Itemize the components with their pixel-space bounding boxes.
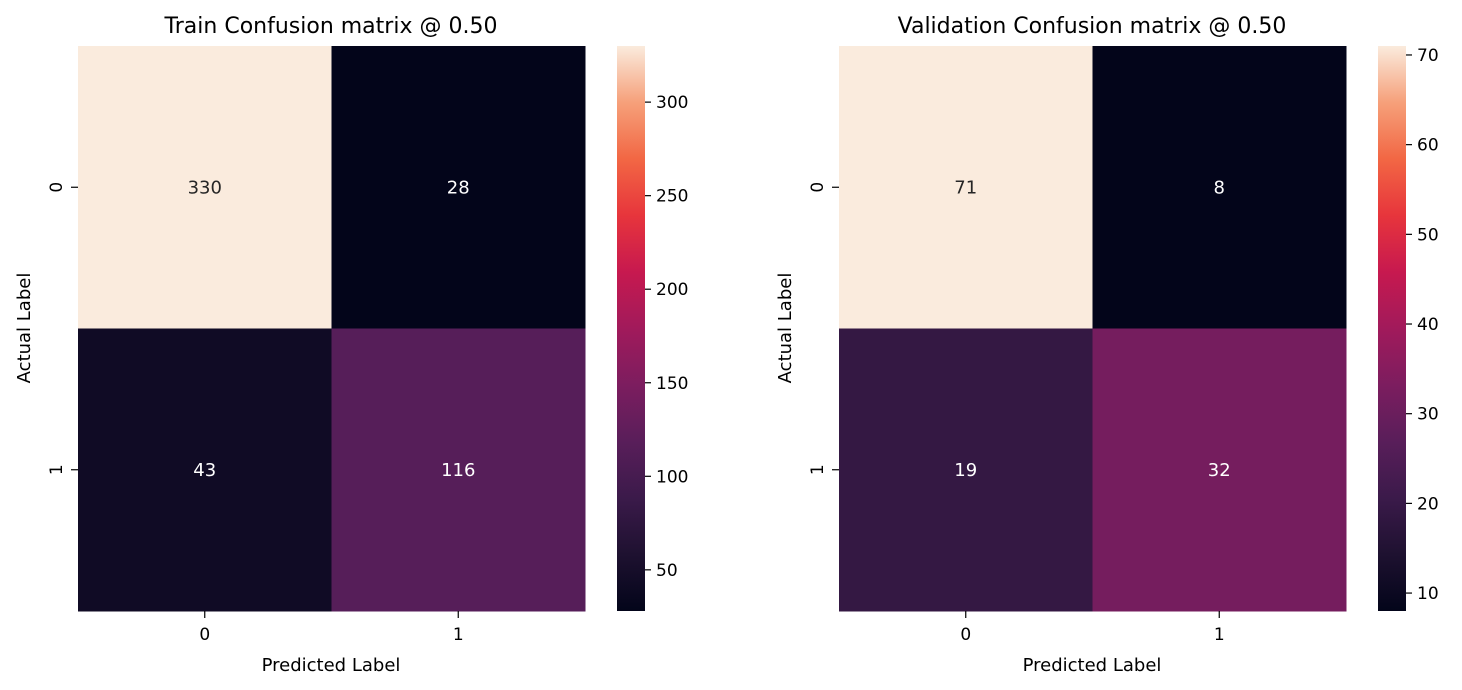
x-tick-label: 0 [960,625,971,645]
cell-0-1 [331,46,586,329]
validation-confusion-panel: Validation Confusion matrix @ 0.50 71 8 19… [775,14,1439,676]
cell-1-0 [78,328,332,612]
cell-1-0 [839,328,1093,612]
colorbar-tick-label: 70 [1417,46,1439,66]
y-tick-label: 1 [808,464,828,475]
colorbar [617,46,645,611]
cell-1-1 [331,328,586,612]
chart-title: Train Confusion matrix @ 0.50 [164,14,498,39]
cell-value-1-1: 32 [1208,460,1231,481]
colorbar-ticks: 50 100 150 200 250 300 [645,93,688,581]
colorbar-tick-label: 40 [1417,315,1439,335]
colorbar [1378,46,1406,611]
chart-title: Validation Confusion matrix @ 0.50 [898,14,1287,39]
x-axis-label: Predicted Label [1023,655,1162,676]
cell-value-1-1: 116 [441,460,475,481]
colorbar-tick-label: 30 [1417,405,1439,425]
colorbar-ticks: 10 20 30 40 50 60 70 [1406,46,1439,604]
cell-1-1 [1092,328,1347,612]
x-tick-label: 0 [199,625,210,645]
colorbar-tick-label: 100 [656,467,688,487]
colorbar-tick-label: 200 [656,280,688,300]
cell-value-0-1: 28 [447,177,470,198]
heatmap-cells: 71 8 19 32 [839,46,1347,612]
x-tick-label: 1 [453,625,464,645]
y-tick-label: 1 [47,464,67,475]
y-ticks: 01 [47,182,78,475]
cell-value-0-1: 8 [1214,177,1225,198]
cell-0-0 [839,46,1093,329]
colorbar-tick-label: 50 [1417,225,1439,245]
x-tick-label: 1 [1214,625,1225,645]
cell-0-1 [1092,46,1347,329]
colorbar-tick-label: 20 [1417,494,1439,514]
cell-value-0-0: 330 [188,177,222,198]
colorbar-tick-label: 250 [656,187,688,207]
colorbar-tick-label: 300 [656,93,688,113]
y-axis-label: Actual Label [775,273,796,384]
y-tick-label: 0 [808,182,828,193]
train-confusion-panel: Train Confusion matrix @ 0.50 330 28 43 116… [14,14,688,676]
x-axis-label: Predicted Label [262,655,401,676]
y-axis-label: Actual Label [14,273,35,384]
cell-0-0 [78,46,332,329]
heatmap-cells: 330 28 43 116 [78,46,586,612]
y-tick-label: 0 [47,182,67,193]
y-ticks: 01 [808,182,839,475]
cell-value-0-0: 71 [954,177,977,198]
cell-value-1-0: 19 [954,460,977,481]
colorbar-tick-label: 10 [1417,584,1439,604]
colorbar-tick-label: 50 [656,561,678,581]
cell-value-1-0: 43 [193,460,216,481]
colorbar-tick-label: 60 [1417,136,1439,156]
colorbar-tick-label: 150 [656,374,688,394]
